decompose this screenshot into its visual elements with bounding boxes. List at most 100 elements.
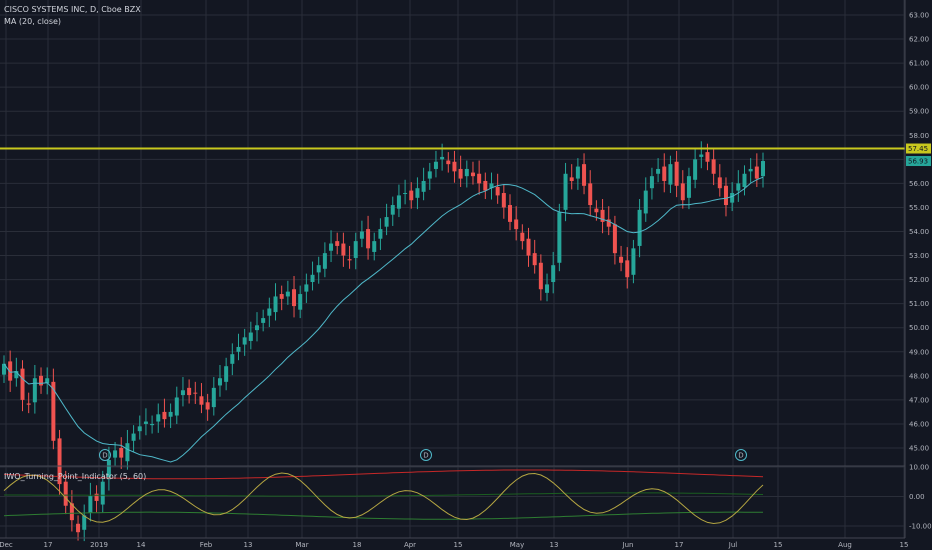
candle-body	[631, 248, 636, 275]
indicator-axis: 10.00 0.00 -10.00	[909, 464, 932, 531]
price-tick-label: 60.00	[909, 84, 929, 92]
time-tick-label: Aug	[838, 541, 852, 549]
price-tick-label: 58.00	[909, 132, 929, 140]
candle-body	[470, 172, 475, 177]
price-tick-label: 52.00	[909, 276, 929, 284]
candle-body	[619, 256, 624, 263]
candle-body	[378, 229, 383, 239]
candle-body	[193, 392, 198, 394]
chart-title: CISCO SYSTEMS INC, D, Cboe BZX	[4, 5, 141, 14]
candle-body	[298, 294, 303, 310]
time-tick-label: Jul	[728, 541, 738, 549]
candle-body	[723, 185, 728, 206]
candle-body	[440, 156, 445, 160]
candle-body	[711, 159, 716, 174]
price-tick-label: 53.00	[909, 252, 929, 260]
dividend-marker-circle[interactable]	[420, 449, 432, 461]
price-tick-label: 56.00	[909, 180, 929, 188]
candle-body	[224, 366, 229, 382]
candle-body	[686, 176, 691, 198]
dividend-marker-circle[interactable]	[99, 449, 111, 461]
indicator-tick-label: -10.00	[909, 523, 932, 531]
dividend-marker-circle[interactable]	[735, 449, 747, 461]
indicator-tick-label: 10.00	[909, 464, 929, 472]
candle-body	[63, 481, 68, 506]
indicator-tick-label: 0.00	[909, 493, 925, 501]
price-tick-label: 59.00	[909, 108, 929, 116]
time-tick-label: Dec	[0, 541, 13, 549]
dividend-marker-label: D	[738, 452, 743, 460]
candle-body	[433, 161, 438, 169]
candle-body	[88, 496, 93, 513]
candle-body	[483, 180, 488, 191]
candle-body	[606, 219, 611, 227]
candle-body	[100, 481, 105, 505]
candle-body	[279, 294, 284, 299]
indicator-oscillator-line	[3, 472, 764, 525]
candle-body	[168, 411, 173, 417]
candle-body	[415, 188, 420, 198]
time-tick-label: Jun	[622, 541, 634, 549]
hline-price-tag: 57.45	[906, 143, 931, 154]
candle-body	[20, 368, 25, 400]
candle-body	[113, 450, 118, 458]
price-tick-label: 46.00	[909, 420, 929, 428]
candle-body	[693, 159, 698, 180]
candle-body	[569, 177, 574, 181]
candle-body	[119, 448, 124, 458]
candle-body	[174, 397, 179, 416]
candle-body	[45, 378, 50, 384]
indicator-mid-band	[4, 492, 764, 497]
last-price-tag: 56.93	[906, 156, 931, 167]
candle-body	[680, 183, 685, 201]
candle-body	[82, 515, 87, 530]
moving-average-label: MA (20, close)	[4, 17, 61, 26]
candle-body	[366, 229, 371, 249]
candle-body	[353, 241, 358, 258]
candle-body	[51, 381, 56, 441]
indicator-label: IWO_Turning_Point_Indicator (5, 60)	[4, 472, 146, 481]
candle-body	[557, 212, 562, 263]
candle-body	[396, 195, 401, 209]
time-tick-label: 13	[550, 541, 559, 549]
candle-body	[662, 166, 667, 181]
candle-body	[248, 332, 253, 341]
candle-body	[649, 176, 654, 189]
candle-body	[390, 205, 395, 215]
candle-body	[643, 190, 648, 214]
moving-average-line	[3, 176, 764, 463]
candle-body	[69, 503, 74, 521]
candle-body	[551, 265, 556, 283]
candle-body	[699, 154, 704, 157]
candle-body	[637, 209, 642, 246]
price-tick-label: 45.00	[909, 445, 929, 453]
price-tick-label: 61.00	[909, 60, 929, 68]
time-tick-label: 13	[244, 541, 253, 549]
candle-body	[76, 523, 81, 533]
candle-body	[94, 493, 99, 501]
candle-body	[39, 375, 44, 386]
candle-body	[310, 274, 315, 283]
price-tick-label: 55.00	[909, 204, 929, 212]
indicator-pane	[3, 469, 764, 525]
price-tick-label: 48.00	[909, 372, 929, 380]
time-tick-label: Feb	[200, 541, 213, 549]
candle-body	[32, 378, 37, 403]
candle-body	[335, 241, 340, 246]
candle-body	[458, 168, 463, 179]
candle-body	[563, 173, 568, 210]
dividend-marker-label: D	[102, 452, 107, 460]
candle-body	[199, 396, 204, 405]
candle-body	[2, 363, 6, 375]
candle-body	[150, 423, 155, 426]
candle-body	[625, 260, 630, 278]
candle-body	[267, 308, 272, 316]
hline-tag-box	[906, 143, 931, 154]
candle-body	[668, 164, 673, 185]
candle-body	[582, 164, 587, 186]
candle-body	[446, 160, 451, 165]
time-tick-label: 17	[44, 541, 53, 549]
candle-body	[520, 232, 525, 242]
